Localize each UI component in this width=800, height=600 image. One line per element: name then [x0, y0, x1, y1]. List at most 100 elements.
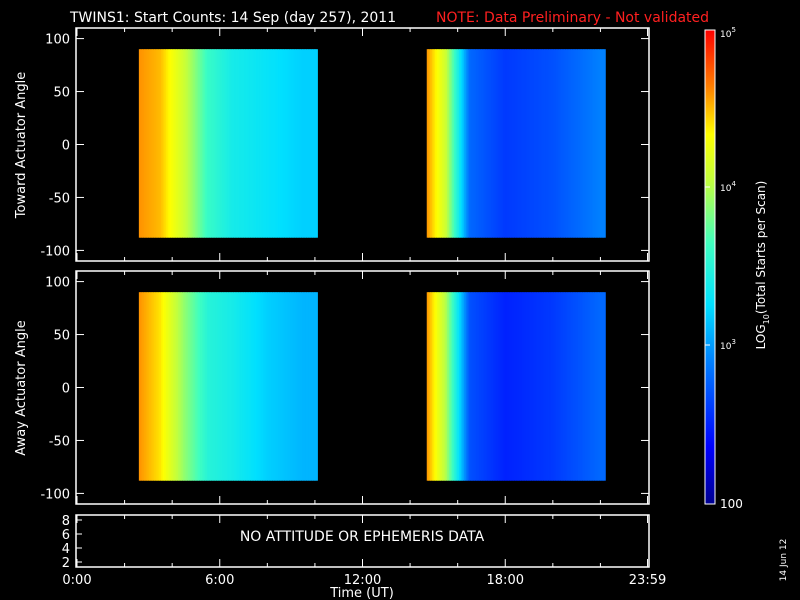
x-tick-label: 6:00 — [205, 573, 234, 588]
heatmap-column-21 — [174, 49, 177, 238]
heatmap-column-196 — [581, 292, 584, 481]
footer-y-tick-label: 6 — [62, 528, 70, 543]
heatmap-column-63 — [245, 49, 249, 238]
y-tick-label: 0 — [62, 139, 70, 154]
heatmap-column-81 — [276, 292, 279, 481]
heatmap-column-92 — [295, 292, 298, 481]
heatmap-column-167 — [532, 292, 535, 481]
heatmap-column-28 — [186, 292, 189, 481]
heatmap-column-147 — [498, 49, 501, 238]
heatmap-column-48 — [220, 292, 223, 481]
heatmap-column-81 — [276, 49, 279, 238]
heatmap-column-53 — [228, 49, 232, 238]
heatmap-column-77 — [269, 292, 273, 481]
heatmap-column-87 — [286, 292, 290, 481]
heatmap-column-37 — [201, 292, 205, 481]
heatmap-column-182 — [557, 292, 560, 481]
heatmap-column-125 — [460, 292, 464, 481]
heatmap-column-139 — [484, 292, 487, 481]
heatmap-column-54 — [230, 49, 233, 238]
heatmap-column-116 — [445, 292, 448, 481]
heatmap-column-47 — [218, 49, 222, 238]
heatmap-column-68 — [254, 49, 257, 238]
heatmap-column-6 — [149, 292, 152, 481]
heatmap-column-195 — [579, 49, 582, 238]
heatmap-column-16 — [166, 292, 169, 481]
heatmap-column-59 — [239, 292, 242, 481]
heatmap-column-205 — [596, 292, 599, 481]
heatmap-column-134 — [476, 292, 479, 481]
heatmap-column-209 — [603, 49, 606, 238]
heatmap-column-113 — [440, 292, 443, 481]
heatmap-column-73 — [262, 292, 266, 481]
heatmap-column-178 — [550, 49, 554, 238]
heatmap-column-205 — [596, 49, 599, 238]
heatmap-column-44 — [213, 292, 216, 481]
heatmap-column-168 — [533, 292, 537, 481]
heatmap-column-99 — [307, 292, 310, 481]
heatmap-column-112 — [438, 292, 441, 481]
heatmap-column-193 — [576, 49, 579, 238]
heatmap-column-39 — [205, 292, 208, 481]
heatmap-column-96 — [302, 292, 305, 481]
heatmap-column-0 — [138, 49, 142, 238]
heatmap-column-124 — [459, 292, 462, 481]
heatmap-column-152 — [506, 292, 509, 481]
heatmap-column-170 — [537, 49, 540, 238]
heatmap-column-48 — [220, 49, 223, 238]
heatmap-column-161 — [521, 292, 525, 481]
heatmap-column-24 — [179, 292, 182, 481]
heatmap-column-20 — [172, 292, 176, 481]
heatmap-column-202 — [591, 49, 594, 238]
colorbar-tick-1e4: 104 — [720, 180, 736, 194]
heatmap-column-91 — [293, 292, 296, 481]
heatmap-column-47 — [218, 292, 222, 481]
heatmap-column-13 — [160, 292, 164, 481]
heatmap-column-187 — [566, 49, 569, 238]
heatmap-column-12 — [159, 292, 162, 481]
heatmap-column-98 — [305, 292, 308, 481]
heatmap-column-57 — [235, 49, 239, 238]
colorbar-tick-1e3: 103 — [720, 338, 736, 352]
heatmap-column-123 — [457, 292, 460, 481]
heatmap-column-97 — [303, 49, 306, 238]
heatmap-column-106 — [428, 292, 431, 481]
heatmap-column-122 — [455, 292, 458, 481]
heatmap-column-88 — [288, 292, 291, 481]
heatmap-column-33 — [194, 292, 198, 481]
heatmap-column-100 — [308, 292, 312, 481]
heatmap-column-190 — [571, 292, 574, 481]
heatmap-column-49 — [222, 49, 225, 238]
heatmap-column-2 — [142, 49, 145, 238]
heatmap-column-61 — [242, 49, 245, 238]
heatmap-column-144 — [493, 292, 496, 481]
heatmap-column-117 — [447, 292, 450, 481]
heatmap-column-89 — [290, 292, 293, 481]
heatmap-column-155 — [511, 292, 515, 481]
heatmap-column-130 — [469, 292, 472, 481]
heatmap-column-185 — [562, 292, 565, 481]
heatmap-column-86 — [285, 292, 288, 481]
heatmap-column-102 — [312, 292, 315, 481]
heatmap-column-115 — [443, 49, 447, 238]
heatmap-column-67 — [252, 292, 256, 481]
heatmap-column-34 — [196, 292, 199, 481]
heatmap-column-114 — [442, 292, 445, 481]
heatmap-column-191 — [572, 292, 576, 481]
heatmap-column-147 — [498, 292, 501, 481]
heatmap-column-186 — [564, 49, 567, 238]
heatmap-column-65 — [249, 49, 252, 238]
heatmap-column-113 — [440, 49, 443, 238]
heatmap-column-65 — [249, 292, 252, 481]
heatmap-column-29 — [188, 49, 191, 238]
heatmap-column-166 — [530, 292, 533, 481]
heatmap-column-12 — [159, 49, 162, 238]
heatmap-column-128 — [465, 49, 469, 238]
heatmap-column-31 — [191, 49, 194, 238]
heatmap-column-115 — [443, 292, 447, 481]
heatmap-column-72 — [261, 292, 264, 481]
heatmap-column-6 — [149, 49, 152, 238]
heatmap-column-97 — [303, 292, 306, 481]
heatmap-column-75 — [266, 49, 269, 238]
y-tick-label: -100 — [40, 244, 70, 259]
